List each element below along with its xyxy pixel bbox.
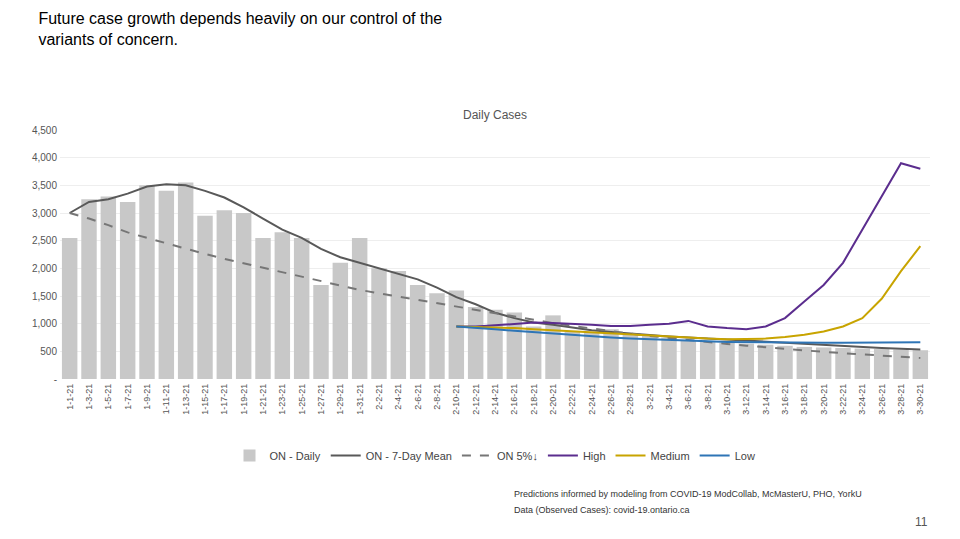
svg-text:11: 11 <box>915 515 928 529</box>
svg-text:3-16-21: 3-16-21 <box>780 384 790 415</box>
svg-text:1-3-21: 1-3-21 <box>84 384 94 410</box>
svg-text:2-8-21: 2-8-21 <box>432 384 442 410</box>
svg-text:3-12-21: 3-12-21 <box>741 384 751 415</box>
svg-text:2-20-21: 2-20-21 <box>548 384 558 415</box>
svg-text:Medium: Medium <box>651 450 690 462</box>
svg-text:500: 500 <box>40 346 57 357</box>
svg-text:1-15-21: 1-15-21 <box>200 384 210 415</box>
svg-text:1-13-21: 1-13-21 <box>181 384 191 415</box>
svg-text:3-18-21: 3-18-21 <box>799 384 809 415</box>
svg-text:1-21-21: 1-21-21 <box>258 384 268 415</box>
svg-text:2-4-21: 2-4-21 <box>393 384 403 410</box>
svg-text:1-9-21: 1-9-21 <box>142 384 152 410</box>
svg-text:3-24-21: 3-24-21 <box>857 384 867 415</box>
svg-text:3-30-21: 3-30-21 <box>915 384 925 415</box>
svg-text:Predictions informed by modeli: Predictions informed by modeling from CO… <box>514 489 862 499</box>
svg-text:2-6-21: 2-6-21 <box>413 384 423 410</box>
svg-text:Daily Cases: Daily Cases <box>463 108 527 122</box>
svg-text:1-29-21: 1-29-21 <box>335 384 345 415</box>
svg-text:3-14-21: 3-14-21 <box>761 384 771 415</box>
svg-text:1-23-21: 1-23-21 <box>277 384 287 415</box>
svg-text:2-26-21: 2-26-21 <box>606 384 616 415</box>
svg-text:2-14-21: 2-14-21 <box>490 384 500 415</box>
svg-text:3-28-21: 3-28-21 <box>896 384 906 415</box>
svg-text:2-22-21: 2-22-21 <box>567 384 577 415</box>
svg-text:1-7-21: 1-7-21 <box>123 384 133 410</box>
svg-text:4,500: 4,500 <box>32 125 57 136</box>
svg-text:-: - <box>54 374 57 385</box>
svg-text:2-18-21: 2-18-21 <box>529 384 539 415</box>
svg-text:2-12-21: 2-12-21 <box>471 384 481 415</box>
svg-text:1-19-21: 1-19-21 <box>239 384 249 415</box>
svg-text:Data (Observed Cases): covid-1: Data (Observed Cases): covid-19.ontario.… <box>514 505 690 515</box>
svg-text:3-20-21: 3-20-21 <box>819 384 829 415</box>
svg-text:1-17-21: 1-17-21 <box>219 384 229 415</box>
svg-text:3-8-21: 3-8-21 <box>703 384 713 410</box>
svg-text:ON - Daily: ON - Daily <box>270 450 321 462</box>
svg-text:ON 5%↓: ON 5%↓ <box>497 450 538 462</box>
svg-text:2,500: 2,500 <box>32 235 57 246</box>
svg-text:3-26-21: 3-26-21 <box>877 384 887 415</box>
svg-text:3-22-21: 3-22-21 <box>838 384 848 415</box>
svg-text:2-16-21: 2-16-21 <box>509 384 519 415</box>
svg-text:2-24-21: 2-24-21 <box>587 384 597 415</box>
svg-text:1-27-21: 1-27-21 <box>316 384 326 415</box>
svg-text:2-2-21: 2-2-21 <box>374 384 384 410</box>
svg-text:1,000: 1,000 <box>32 318 57 329</box>
svg-text:2,000: 2,000 <box>32 263 57 274</box>
svg-text:Low: Low <box>735 450 755 462</box>
svg-text:1-11-21: 1-11-21 <box>161 384 171 414</box>
svg-text:1-1-21: 1-1-21 <box>65 384 75 410</box>
svg-text:3-10-21: 3-10-21 <box>722 384 732 415</box>
svg-text:ON - 7-Day Mean: ON - 7-Day Mean <box>366 450 452 462</box>
svg-text:3-2-21: 3-2-21 <box>645 384 655 410</box>
svg-text:1-5-21: 1-5-21 <box>103 384 113 410</box>
svg-text:3,000: 3,000 <box>32 208 57 219</box>
svg-text:2-10-21: 2-10-21 <box>451 384 461 415</box>
svg-text:3-4-21: 3-4-21 <box>664 384 674 410</box>
svg-text:Future case growth depends hea: Future case growth depends heavily on ou… <box>38 10 442 48</box>
svg-text:4,000: 4,000 <box>32 152 57 163</box>
svg-text:1-31-21: 1-31-21 <box>355 384 365 415</box>
svg-text:1-25-21: 1-25-21 <box>297 384 307 415</box>
svg-text:High: High <box>583 450 606 462</box>
svg-text:1,500: 1,500 <box>32 291 57 302</box>
svg-text:2-28-21: 2-28-21 <box>625 384 635 415</box>
svg-text:3,500: 3,500 <box>32 180 57 191</box>
svg-text:3-6-21: 3-6-21 <box>683 384 693 410</box>
